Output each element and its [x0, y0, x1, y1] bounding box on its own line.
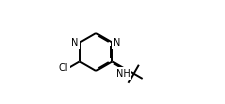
Text: NH: NH [115, 69, 130, 79]
Text: N: N [71, 38, 79, 48]
Text: N: N [113, 38, 120, 48]
Text: Cl: Cl [59, 63, 68, 73]
